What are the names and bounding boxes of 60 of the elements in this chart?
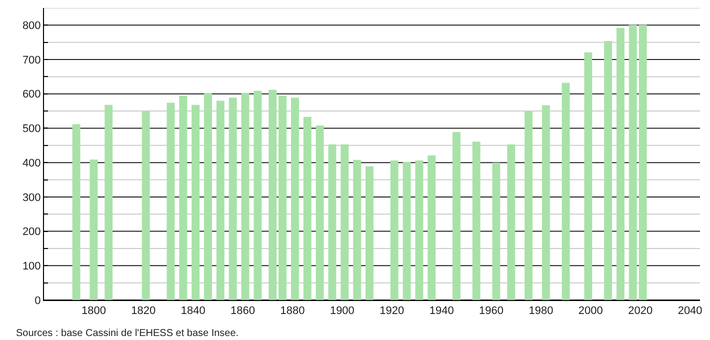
bar [428, 155, 436, 300]
bar [179, 96, 188, 300]
y-tick-label: 400 [22, 157, 41, 170]
y-tick-label: 0 [34, 294, 41, 307]
bar [278, 96, 287, 300]
x-tick-label: 2040 [678, 305, 702, 318]
bar [104, 104, 113, 300]
bar [142, 111, 150, 300]
bar [166, 102, 175, 300]
bar [241, 92, 250, 300]
bar [492, 162, 500, 300]
bar [415, 160, 424, 300]
bar [303, 116, 312, 300]
bar [192, 104, 200, 300]
bar [366, 166, 374, 300]
x-tick-label: 1980 [528, 305, 554, 318]
bar [584, 52, 592, 300]
bar [72, 124, 80, 300]
y-tick-label: 300 [22, 192, 41, 204]
y-tick-label: 700 [22, 54, 41, 66]
bar [204, 94, 212, 300]
bar [452, 132, 460, 300]
bar [628, 24, 637, 300]
bar [542, 105, 550, 300]
bar [268, 90, 277, 300]
x-tick-label: 1880 [280, 305, 305, 318]
bar [402, 162, 411, 300]
bar [228, 98, 237, 300]
x-tick-label: 2020 [628, 305, 653, 318]
y-tick-label: 600 [22, 88, 41, 101]
bar [90, 160, 98, 300]
bar [507, 144, 516, 300]
x-tick-label: 1860 [230, 305, 256, 318]
y-tick-label: 800 [22, 20, 41, 32]
bar [254, 90, 262, 300]
bar [328, 144, 336, 300]
bar [290, 98, 299, 300]
bar [340, 144, 349, 300]
bar [604, 40, 612, 300]
x-tick-label: 2000 [578, 305, 603, 318]
bar [472, 142, 480, 300]
x-tick-label: 1960 [479, 305, 504, 318]
bar [616, 28, 624, 300]
x-tick-label: 1920 [380, 305, 404, 318]
bar [524, 111, 533, 300]
bar [353, 160, 362, 300]
y-tick-label: 100 [22, 260, 41, 272]
bar [216, 100, 224, 300]
source-note: Sources : base Cassini de l'EHESS et base Insee. [16, 328, 239, 339]
bar [562, 82, 570, 300]
x-tick-label: 1820 [131, 305, 156, 318]
x-tick-label: 1940 [429, 305, 454, 318]
bar [316, 125, 324, 300]
x-tick-label: 1840 [180, 305, 206, 318]
y-tick-label: 200 [22, 226, 41, 238]
x-tick-label: 1800 [81, 305, 106, 318]
bar [638, 24, 647, 300]
x-tick-label: 1900 [330, 305, 354, 318]
y-tick-label: 500 [22, 123, 41, 136]
bar [390, 160, 398, 300]
